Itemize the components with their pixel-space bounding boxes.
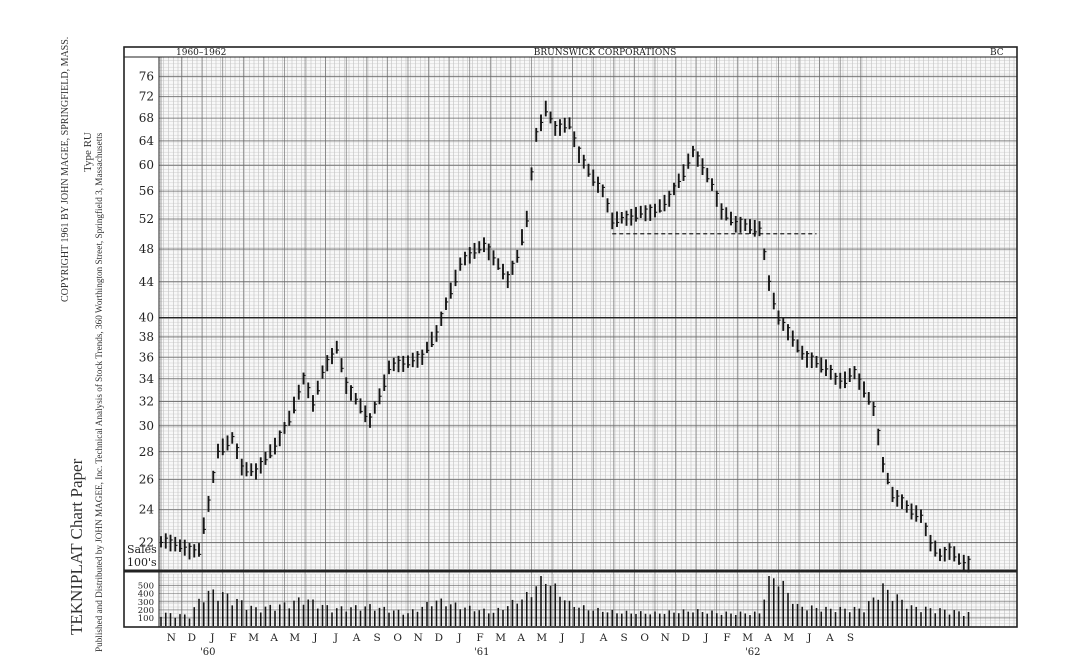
month-label: D <box>188 632 196 644</box>
price-panel <box>159 57 1017 569</box>
chart-grid <box>158 56 1017 627</box>
volume-tick-label: 500 <box>138 582 154 592</box>
price-bars <box>160 100 971 573</box>
month-label: F <box>476 632 483 644</box>
price-tick-label: 30 <box>139 419 154 433</box>
price-tick-label: 44 <box>139 275 155 289</box>
month-label: N <box>414 632 423 644</box>
month-label: J <box>333 632 338 644</box>
header-title: BRUNSWICK CORPORATIONS <box>534 48 677 58</box>
month-label: J <box>312 632 317 644</box>
type-label: Type RU <box>82 132 94 172</box>
month-label: A <box>516 632 525 644</box>
volume-tick-label: 100 <box>138 614 154 624</box>
price-tick-label: 28 <box>139 445 154 459</box>
price-tick-label: 64 <box>139 134 155 148</box>
month-label: O <box>393 632 402 644</box>
month-label: J <box>703 632 708 644</box>
month-label: A <box>599 632 608 644</box>
month-label: M <box>536 632 547 644</box>
price-tick-label: 60 <box>139 158 154 172</box>
month-label: M <box>248 632 259 644</box>
price-tick-label: 32 <box>139 395 154 409</box>
chart-frame <box>123 46 1018 628</box>
year-label-1960: '60 <box>200 647 215 658</box>
month-label: A <box>825 632 834 644</box>
price-tick-label: 72 <box>139 90 154 104</box>
price-tick-label: 38 <box>139 330 154 344</box>
month-label: J <box>559 632 564 644</box>
month-label: A <box>352 632 361 644</box>
month-label: F <box>723 632 730 644</box>
month-label: J <box>209 632 214 644</box>
year-label-1961: '61 <box>474 647 489 658</box>
month-label: M <box>742 632 753 644</box>
month-label: O <box>640 632 649 644</box>
month-label: N <box>661 632 670 644</box>
volume-tick-label: 300 <box>138 598 154 608</box>
price-tick-label: 24 <box>139 503 155 517</box>
volume-tick-label: 400 <box>138 590 154 600</box>
year-label-1962: '62 <box>745 647 760 658</box>
price-axis: 22 24 26 28 30 32 34 36 38 40 44 48 52 56 60 64 68 72 76 <box>139 69 155 549</box>
volume-bars <box>160 576 970 626</box>
month-label: M <box>783 632 794 644</box>
sales-label: Sales <box>127 543 157 556</box>
price-tick-label: 56 <box>139 184 154 198</box>
publisher-label: Published and Distributed by JOHN MAGEE,… <box>94 132 104 652</box>
price-tick-label: 52 <box>139 212 154 226</box>
month-label: F <box>229 632 236 644</box>
copyright-label: COPYRIGHT 1961 BY JOHN MAGEE, SPRINGFIEL… <box>60 37 71 302</box>
price-tick-label: 40 <box>139 311 154 325</box>
month-label: A <box>269 632 278 644</box>
price-tick-label: 22 <box>139 535 154 549</box>
volume-tick-label: 200 <box>138 606 154 616</box>
month-label: D <box>682 632 690 644</box>
month-label: M <box>289 632 300 644</box>
price-tick-label: 36 <box>139 350 154 364</box>
month-label: S <box>620 632 627 644</box>
month-label: M <box>495 632 506 644</box>
month-label: S <box>374 632 381 644</box>
month-label: J <box>806 632 811 644</box>
month-label: A <box>763 632 772 644</box>
header-symbol: BC <box>990 48 1004 58</box>
month-label: S <box>847 632 854 644</box>
header-period: 1960–1962 <box>176 48 226 58</box>
month-label: D <box>435 632 443 644</box>
month-label: J <box>456 632 461 644</box>
price-tick-label: 48 <box>139 242 154 256</box>
month-label: N <box>167 632 176 644</box>
price-tick-label: 76 <box>139 69 154 83</box>
month-label: J <box>580 632 585 644</box>
price-tick-label: 34 <box>139 372 155 386</box>
price-tick-label: 68 <box>139 111 154 125</box>
sales-unit-label: 100's <box>127 556 157 569</box>
brand-label: TEKNIPLAT Chart Paper <box>67 458 86 635</box>
price-tick-label: 26 <box>139 473 154 487</box>
